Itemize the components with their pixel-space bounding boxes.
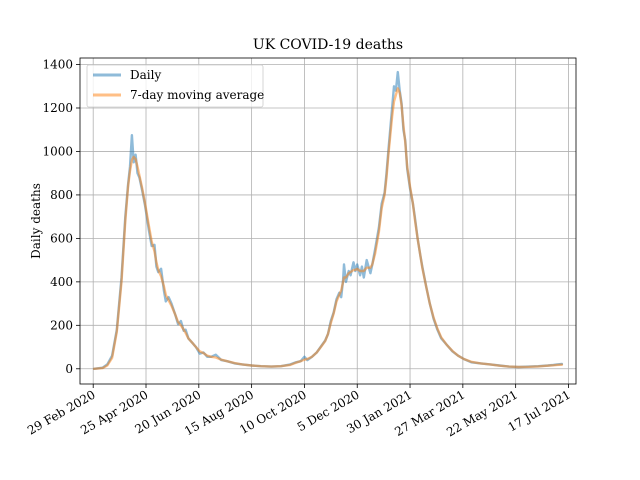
series-lines: [92, 70, 564, 370]
legend-label-7-day-average: 7-day moving average: [130, 88, 264, 102]
y-tick-label: 800: [50, 188, 73, 202]
series-line-7-day-moving-average: [92, 87, 564, 370]
legend: Daily 7-day moving average: [86, 64, 264, 108]
y-tick-label: 1000: [42, 144, 73, 158]
y-tick-label: 600: [50, 231, 73, 245]
y-tick-label: 0: [65, 362, 73, 376]
plot-frame: [79, 57, 577, 385]
y-tick-label: 200: [50, 318, 73, 332]
y-tick-label: 1400: [42, 58, 73, 72]
y-axis-label: Daily deaths: [29, 183, 43, 259]
legend-box: [86, 64, 264, 108]
series-line-daily: [92, 70, 564, 370]
grid: [80, 58, 576, 384]
y-tick-label: 1200: [42, 101, 73, 115]
y-tick-label: 400: [50, 275, 73, 289]
legend-label-daily: Daily: [130, 68, 161, 82]
chart-title: UK COVID-19 deaths: [253, 37, 403, 53]
